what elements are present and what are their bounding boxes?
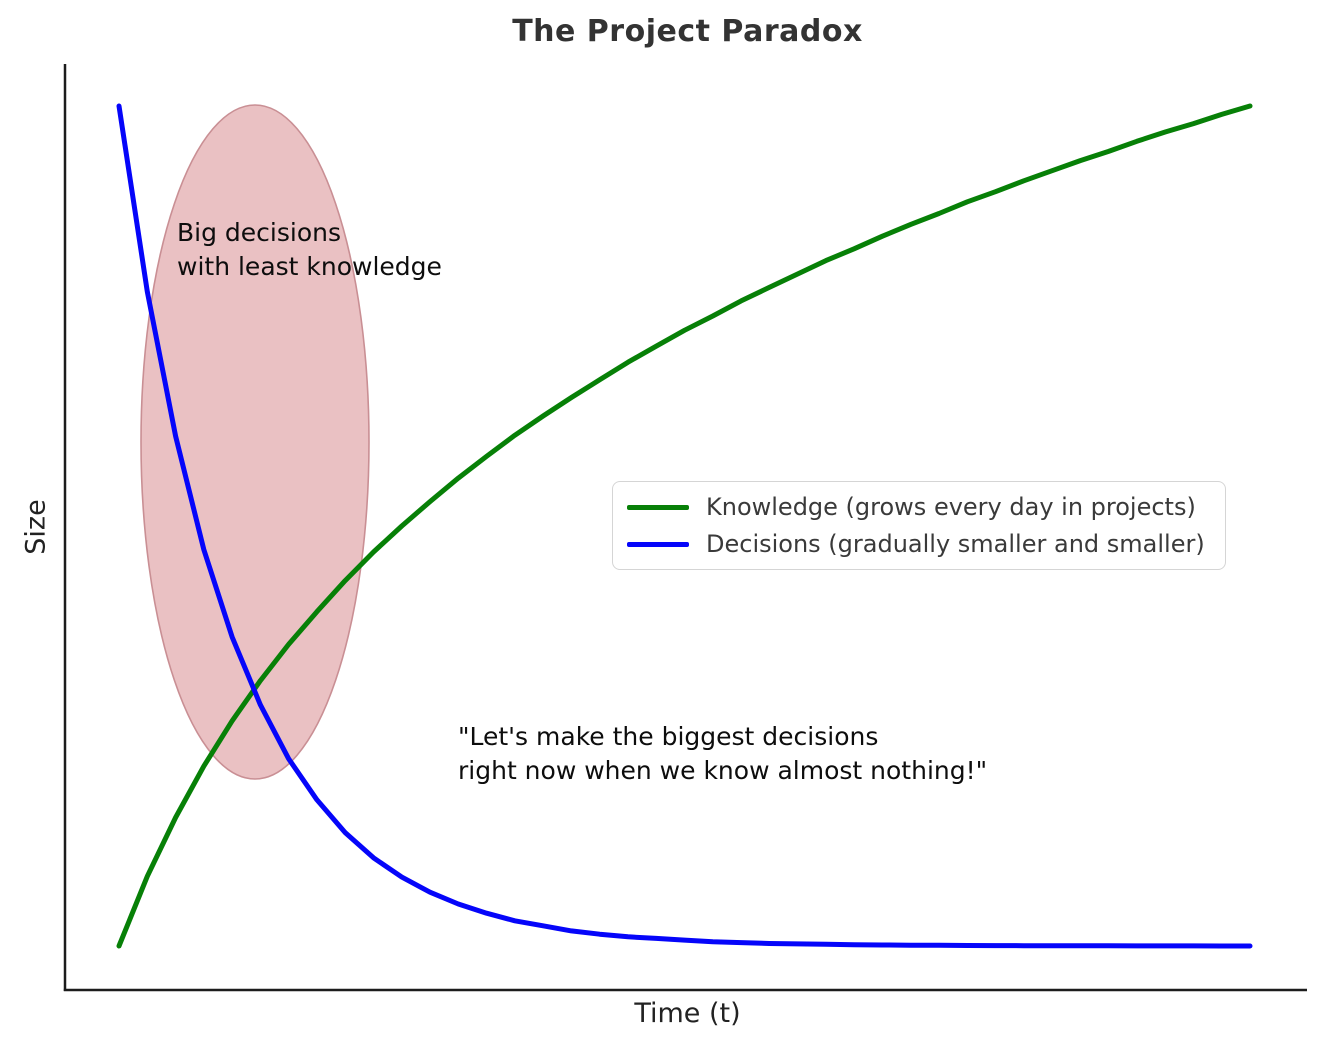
- legend: Knowledge (grows every day in projects) …: [612, 481, 1226, 570]
- annotation-line: Big decisions: [177, 218, 341, 247]
- chart-title: The Project Paradox: [512, 14, 863, 49]
- y-axis-label: Size: [20, 499, 52, 555]
- legend-item-knowledge: Knowledge (grows every day in projects): [627, 493, 1205, 521]
- annotation-line: "Let's make the biggest decisions: [458, 722, 879, 751]
- legend-item-decisions: Decisions (gradually smaller and smaller…: [627, 530, 1205, 558]
- annotation-line: with least knowledge: [177, 252, 442, 281]
- data-curves: [116, 103, 1253, 949]
- knowledge-line-swatch: [627, 504, 689, 510]
- annotation-quote: "Let's make the biggest decisions right …: [458, 720, 987, 788]
- decisions-line-swatch: [627, 541, 689, 547]
- annotation-line: right now when we know almost nothing!": [458, 756, 988, 785]
- curve-decisions: [116, 103, 1253, 949]
- x-axis-label: Time (t): [634, 998, 741, 1029]
- annotation-big-decisions: Big decisions with least knowledge: [177, 216, 442, 284]
- legend-label-knowledge: Knowledge (grows every day in projects): [706, 493, 1196, 521]
- legend-label-decisions: Decisions (gradually smaller and smaller…: [706, 530, 1205, 558]
- highlight-ellipse: [140, 104, 370, 780]
- curve-knowledge: [116, 103, 1253, 949]
